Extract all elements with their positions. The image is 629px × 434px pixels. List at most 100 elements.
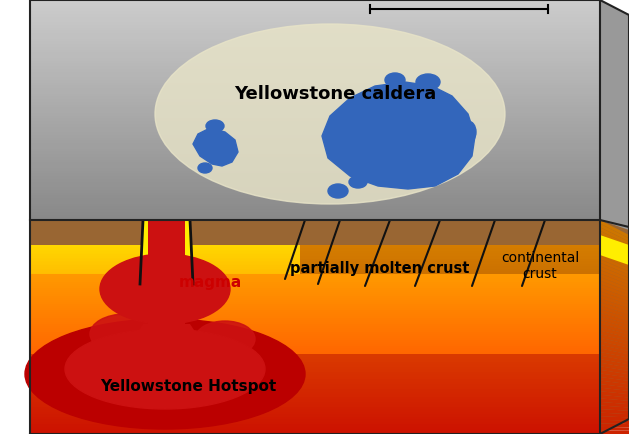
Polygon shape: [600, 416, 629, 421]
Bar: [300, 261, 600, 263]
Bar: [30, 222, 340, 223]
Bar: [30, 55, 600, 58]
Text: magma: magma: [179, 274, 242, 289]
Bar: [30, 91, 600, 93]
Bar: [30, 309, 340, 311]
Bar: [30, 294, 600, 296]
Bar: [30, 165, 600, 168]
Bar: [30, 72, 600, 74]
Bar: [30, 378, 600, 381]
Bar: [30, 350, 600, 352]
Polygon shape: [600, 338, 629, 348]
Bar: [300, 259, 600, 261]
Bar: [30, 387, 600, 389]
Bar: [30, 204, 600, 206]
Text: continental
crust: continental crust: [501, 251, 579, 281]
Bar: [30, 157, 600, 160]
Bar: [30, 384, 600, 387]
Polygon shape: [600, 302, 629, 315]
Polygon shape: [600, 377, 629, 384]
Bar: [300, 305, 600, 307]
Bar: [30, 233, 340, 234]
Bar: [30, 63, 600, 66]
Bar: [30, 160, 600, 162]
Bar: [30, 324, 600, 326]
Polygon shape: [30, 0, 600, 220]
Bar: [30, 298, 600, 300]
Bar: [300, 240, 600, 243]
Bar: [300, 364, 600, 366]
Bar: [30, 391, 600, 394]
Polygon shape: [600, 306, 629, 318]
Bar: [30, 96, 600, 99]
Text: partially molten crust: partially molten crust: [291, 262, 470, 276]
Bar: [30, 146, 600, 148]
Bar: [30, 132, 600, 135]
Bar: [30, 33, 600, 36]
Bar: [30, 323, 600, 325]
Bar: [30, 393, 600, 395]
Polygon shape: [600, 355, 629, 365]
Bar: [30, 140, 600, 143]
Polygon shape: [600, 259, 629, 275]
Bar: [300, 266, 600, 269]
Bar: [30, 240, 340, 242]
Bar: [30, 353, 600, 355]
Polygon shape: [110, 264, 220, 324]
Polygon shape: [600, 316, 629, 328]
Bar: [30, 330, 600, 332]
Bar: [30, 187, 600, 190]
Bar: [300, 358, 600, 361]
Bar: [30, 243, 600, 246]
Polygon shape: [600, 331, 629, 341]
Bar: [30, 118, 600, 121]
Polygon shape: [600, 388, 629, 394]
Bar: [30, 184, 600, 187]
Bar: [30, 88, 600, 91]
Ellipse shape: [460, 121, 476, 143]
Bar: [30, 411, 600, 413]
Bar: [300, 243, 600, 246]
Bar: [30, 282, 600, 284]
Polygon shape: [600, 224, 629, 242]
Polygon shape: [600, 263, 629, 278]
Bar: [30, 329, 600, 331]
Bar: [30, 338, 600, 340]
Bar: [30, 349, 600, 351]
Bar: [30, 372, 600, 374]
Bar: [30, 284, 340, 286]
Bar: [30, 281, 340, 283]
Bar: [30, 77, 600, 80]
Bar: [30, 356, 600, 359]
Bar: [30, 226, 340, 228]
Bar: [30, 363, 600, 365]
Bar: [30, 425, 600, 427]
Bar: [30, 304, 600, 306]
Bar: [30, 0, 600, 3]
Bar: [30, 290, 340, 292]
Bar: [300, 366, 600, 369]
Bar: [300, 312, 600, 315]
Bar: [30, 374, 600, 376]
Bar: [30, 325, 600, 327]
Bar: [300, 233, 600, 235]
Bar: [30, 293, 600, 295]
Bar: [300, 320, 600, 322]
Bar: [30, 239, 340, 240]
Bar: [30, 99, 600, 102]
Bar: [30, 409, 600, 411]
Bar: [300, 297, 600, 299]
Bar: [30, 401, 600, 404]
Bar: [30, 362, 600, 364]
Bar: [30, 6, 600, 8]
Bar: [30, 272, 340, 273]
Bar: [30, 344, 600, 346]
Polygon shape: [600, 391, 629, 398]
Bar: [30, 47, 600, 49]
Bar: [30, 291, 600, 293]
Bar: [30, 327, 600, 329]
Bar: [300, 325, 600, 328]
Bar: [30, 387, 600, 389]
Bar: [30, 262, 340, 264]
Bar: [30, 306, 600, 308]
